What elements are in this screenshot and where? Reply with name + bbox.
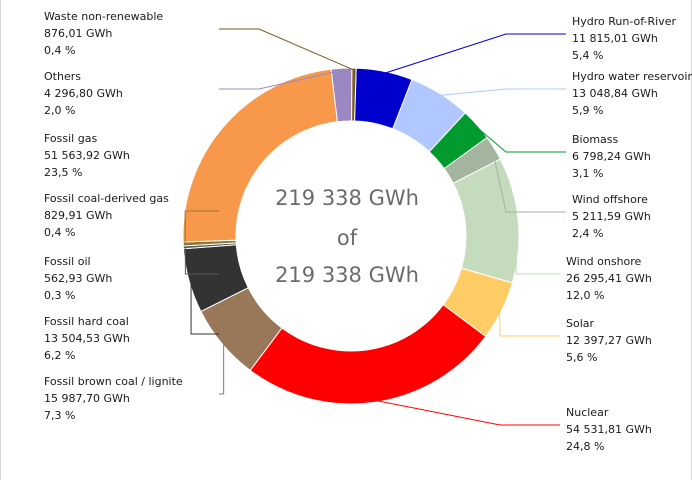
slice-label-percent-fossil-oil: 0,3 %: [44, 289, 75, 302]
slice-label-name-hydro-water-reservoir: Hydro water reservoir: [572, 70, 692, 83]
slice-label-value-nuclear: 54 531,81 GWh: [566, 423, 652, 436]
slice-label-percent-others: 2,0 %: [44, 104, 75, 117]
leader-line-wind-offshore: [491, 148, 566, 213]
center-of-label: of: [337, 226, 358, 250]
slice-label-value-fossil-coal-derived-gas: 829,91 GWh: [44, 209, 112, 222]
leader-line-fossil-oil: [184, 247, 219, 275]
leader-line-fossil-brown-coal-lignite: [219, 342, 225, 395]
slice-label-percent-fossil-brown-coal-lignite: 7,3 %: [44, 409, 75, 422]
slice-label-value-waste-non-renewable: 876,01 GWh: [44, 27, 112, 40]
slice-label-value-fossil-oil: 562,93 GWh: [44, 272, 112, 285]
slice-label-value-fossil-hard-coal: 13 504,53 GWh: [44, 332, 130, 345]
slice-label-value-others: 4 296,80 GWh: [44, 87, 123, 100]
slice-label-name-wind-offshore: Wind offshore: [572, 193, 648, 206]
slice-label-percent-wind-offshore: 2,4 %: [572, 227, 603, 240]
slice-label-value-wind-onshore: 26 295,41 GWh: [566, 272, 652, 285]
slice-label-percent-fossil-hard-coal: 6,2 %: [44, 349, 75, 362]
leader-lines: [184, 28, 566, 426]
slice-label-name-hydro-run-of-river: Hydro Run-of-River: [572, 15, 676, 28]
slice-label-percent-waste-non-renewable: 0,4 %: [44, 44, 75, 57]
slice-label-name-fossil-oil: Fossil oil: [44, 255, 91, 268]
slice-label-name-solar: Solar: [566, 317, 595, 330]
slice-label-value-solar: 12 397,27 GWh: [566, 334, 652, 347]
slice-label-percent-fossil-gas: 23,5 %: [44, 166, 82, 179]
center-total-label: 219 338 GWh: [275, 186, 419, 210]
slice-label-percent-solar: 5,6 %: [566, 351, 597, 364]
leader-line-nuclear: [374, 399, 560, 426]
slice-label-name-others: Others: [44, 70, 81, 83]
leader-line-others: [219, 69, 342, 90]
slice-label-percent-hydro-water-reservoir: 5,9 %: [572, 104, 603, 117]
leader-line-waste-non-renewable: [219, 28, 355, 71]
slice-label-name-fossil-gas: Fossil gas: [44, 132, 97, 145]
slice-label-value-biomass: 6 798,24 GWh: [572, 150, 651, 163]
slice-label-value-fossil-brown-coal-lignite: 15 987,70 GWh: [44, 392, 130, 405]
slice-label-percent-fossil-coal-derived-gas: 0,4 %: [44, 226, 75, 239]
leader-line-fossil-gas: [219, 128, 226, 152]
slice-label-value-fossil-gas: 51 563,92 GWh: [44, 149, 130, 162]
slice-label-name-wind-onshore: Wind onshore: [566, 255, 642, 268]
slice-label-name-fossil-hard-coal: Fossil hard coal: [44, 315, 129, 328]
slice-label-name-nuclear: Nuclear: [566, 406, 609, 419]
leader-line-biomass: [474, 125, 566, 153]
leader-line-fossil-coal-derived-gas: [184, 210, 219, 244]
slice-fossil-gas[interactable]: [182, 68, 338, 243]
slice-labels: Hydro Run-of-River 11 815,01 GWh 5,4 % Hydr…: [44, 10, 692, 453]
slice-label-name-biomass: Biomass: [572, 133, 619, 146]
slice-label-value-hydro-water-reservoir: 13 048,84 GWh: [572, 87, 658, 100]
slice-label-value-hydro-run-of-river: 11 815,01 GWh: [572, 32, 658, 45]
slice-label-value-wind-offshore: 5 211,59 GWh: [572, 210, 651, 223]
slice-label-percent-nuclear: 24,8 %: [566, 440, 604, 453]
leader-line-fossil-hard-coal: [190, 280, 219, 335]
leader-line-hydro-water-reservoir: [439, 88, 566, 96]
slice-label-percent-wind-onshore: 12,0 %: [566, 289, 604, 302]
slice-waste-non-renewable[interactable]: [351, 67, 357, 122]
slice-label-name-fossil-brown-coal-lignite: Fossil brown coal / lignite: [44, 375, 183, 388]
slice-nuclear[interactable]: [249, 304, 487, 405]
donut-slices: [182, 67, 520, 405]
center-grand-total-label: 219 338 GWh: [275, 263, 419, 287]
slice-label-name-fossil-coal-derived-gas: Fossil coal-derived gas: [44, 192, 169, 205]
slice-label-percent-biomass: 3,1 %: [572, 167, 603, 180]
leader-line-wind-onshore: [515, 220, 560, 275]
slice-label-percent-hydro-run-of-river: 5,4 %: [572, 49, 603, 62]
leader-line-solar: [499, 309, 560, 337]
leader-line-hydro-run-of-river: [384, 33, 566, 74]
slice-label-name-waste-non-renewable: Waste non-renewable: [44, 10, 163, 23]
